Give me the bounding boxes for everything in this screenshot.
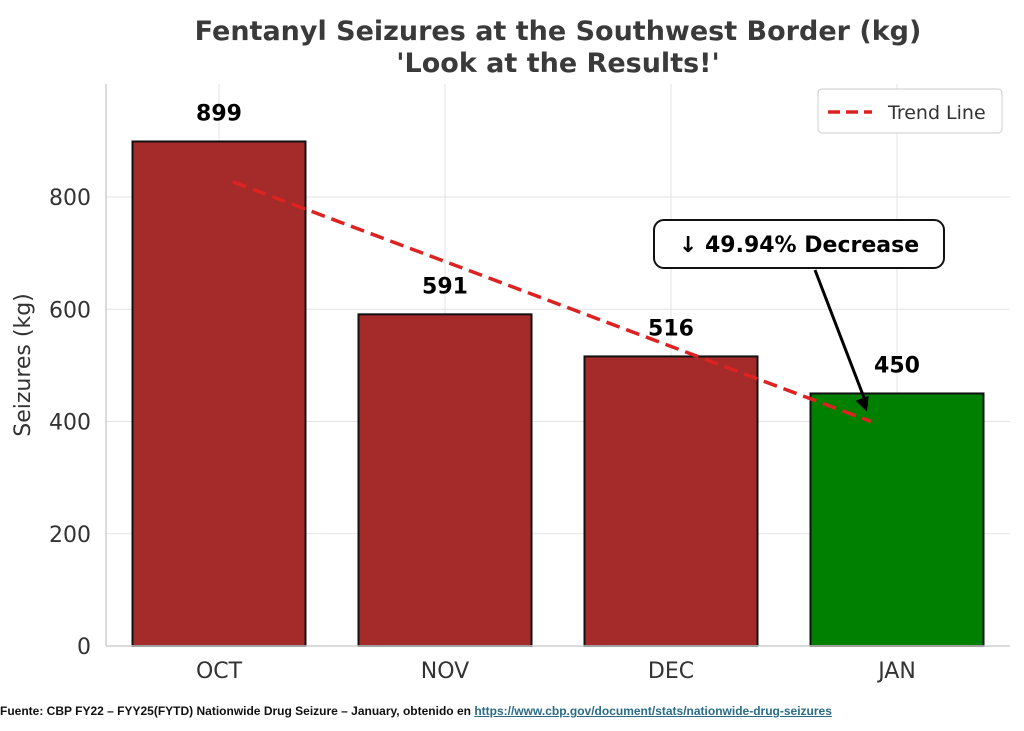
labels-layer: 899 591 516 450 [196,101,920,378]
x-tick-label: OCT [196,659,243,684]
chart-title-line1: Fentanyl Seizures at the Southwest Borde… [195,16,922,47]
annotation-arrow [813,269,869,406]
trend-layer [232,180,872,424]
annotation-layer: ↓ 49.94% Decrease [653,219,945,412]
data-label: 516 [648,316,694,341]
annotation-box [653,219,945,269]
chart-title: Fentanyl Seizures at the Southwest Borde… [195,16,922,79]
legend: Trend Line [817,88,1003,134]
legend-box [817,88,1003,134]
y-tick-label: 400 [49,411,91,436]
annotation-text: ↓ 49.94% Decrease [679,233,919,258]
bar-oct [131,140,307,647]
data-label: 591 [422,274,468,299]
bar-jan [809,392,985,647]
data-label: 450 [874,353,920,378]
chart-title-line2: 'Look at the Results!' [396,48,720,79]
source-link[interactable]: https://www.cbp.gov/document/stats/natio… [474,704,832,718]
x-tick-label: NOV [421,659,469,684]
y-tick-label: 800 [49,186,91,211]
annotation-arrowhead [855,395,869,412]
y-tick-label: 600 [49,298,91,323]
source-text: Fuente: CBP FY22 – FYY25(FYTD) Nationwid… [0,704,475,718]
x-tick-label: JAN [876,659,916,684]
data-label: 899 [196,101,242,126]
bars-layer [131,140,985,647]
y-axis-label: Seizures (kg) [11,293,36,437]
bar-nov [357,313,533,647]
source-note: Fuente: CBP FY22 – FYY25(FYTD) Nationwid… [0,704,1024,718]
y-tick-label: 200 [49,523,91,548]
y-tick-label: 0 [77,635,91,660]
axes-layer: 0 200 400 600 800 OCT NOV DEC JAN Seizures (kg) [11,84,1010,684]
bar-dec [583,355,759,647]
x-tick-label: DEC [648,659,694,684]
legend-label: Trend Line [887,102,986,124]
trend-line [232,180,872,424]
bar-chart: 0 200 400 600 800 OCT NOV DEC JAN Seizures (kg) 8… [11,16,1010,684]
